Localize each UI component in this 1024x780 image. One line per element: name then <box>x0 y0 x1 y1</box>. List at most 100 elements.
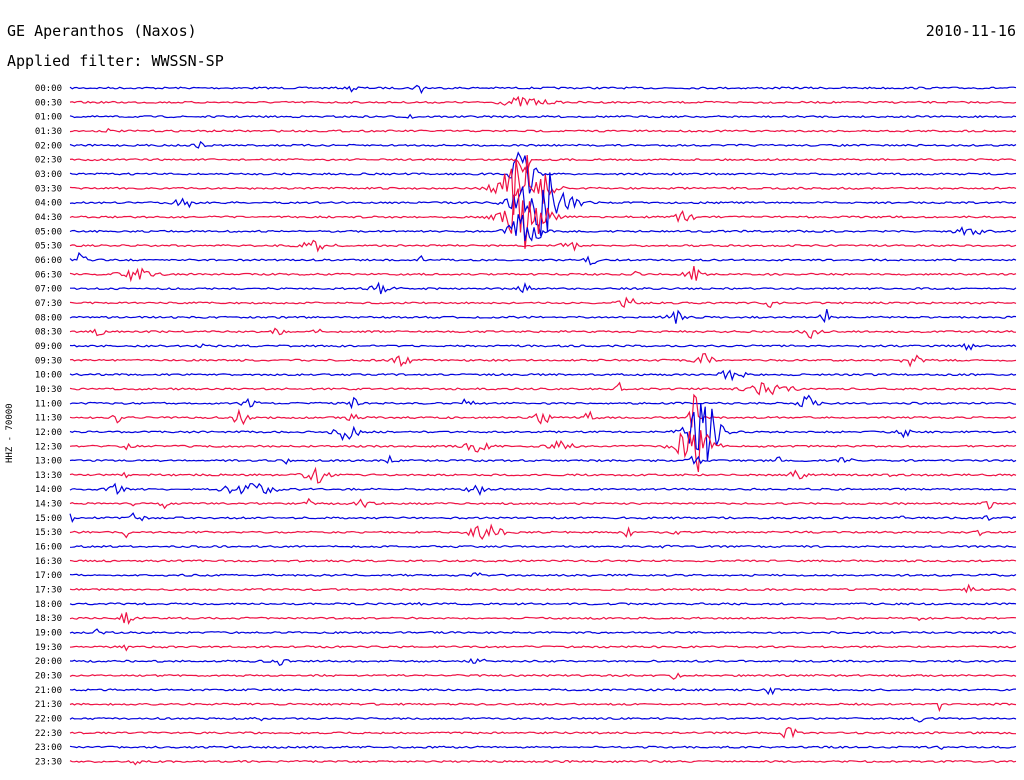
time-label: 00:30 <box>35 98 62 108</box>
time-label: 15:30 <box>35 528 62 538</box>
seismic-trace <box>69 644 1017 652</box>
seismic-trace <box>69 759 1017 766</box>
time-label: 21:30 <box>35 700 62 710</box>
seismic-trace <box>69 188 1017 249</box>
time-label: 22:00 <box>35 715 62 725</box>
time-label: 09:00 <box>35 342 62 352</box>
seismic-trace <box>69 342 1017 351</box>
time-label: 17:00 <box>35 571 62 581</box>
time-label: 06:30 <box>35 270 62 280</box>
time-label: 09:30 <box>35 356 62 366</box>
time-label: 20:00 <box>35 657 62 667</box>
time-label: 20:30 <box>35 672 62 682</box>
seismic-trace <box>69 266 1017 283</box>
seismic-trace <box>69 544 1017 549</box>
time-label: 18:30 <box>35 614 62 624</box>
time-label: 14:30 <box>35 500 62 510</box>
time-label: 06:00 <box>35 256 62 266</box>
seismic-trace <box>69 296 1017 309</box>
seismic-trace <box>69 702 1017 713</box>
seismic-trace <box>69 482 1017 497</box>
seismic-trace <box>69 523 1017 540</box>
time-label: 11:00 <box>35 399 62 409</box>
seismic-trace <box>69 84 1017 95</box>
time-label: 17:30 <box>35 586 62 596</box>
time-label: 04:30 <box>35 213 62 223</box>
time-label: 12:30 <box>35 442 62 452</box>
seismic-trace <box>69 127 1017 133</box>
time-label: 03:30 <box>35 184 62 194</box>
seismic-trace <box>69 583 1017 594</box>
time-label: 08:00 <box>35 313 62 323</box>
seismic-trace <box>69 172 1017 236</box>
time-label: 02:00 <box>35 141 62 151</box>
time-label: 16:00 <box>35 543 62 553</box>
time-label: 10:30 <box>35 385 62 395</box>
time-label: 23:30 <box>35 758 62 768</box>
seismic-trace <box>69 716 1017 723</box>
time-label: 22:30 <box>35 729 62 739</box>
time-label: 03:00 <box>35 170 62 180</box>
time-label: 21:00 <box>35 686 62 696</box>
seismic-trace <box>69 512 1017 523</box>
time-label: 02:30 <box>35 156 62 166</box>
time-label: 10:00 <box>35 371 62 381</box>
time-label: 16:30 <box>35 557 62 567</box>
seismic-trace <box>69 601 1017 606</box>
seismic-trace <box>69 352 1017 368</box>
seismic-trace <box>69 497 1017 510</box>
seismic-trace <box>69 95 1017 107</box>
seismic-trace <box>69 454 1017 465</box>
time-label: 15:00 <box>35 514 62 524</box>
time-label: 04:00 <box>35 199 62 209</box>
seismic-trace <box>69 369 1017 382</box>
time-label: 01:30 <box>35 127 62 137</box>
time-label: 07:00 <box>35 285 62 295</box>
seismic-trace <box>69 628 1016 635</box>
seismic-trace <box>69 151 1017 194</box>
time-label: 19:30 <box>35 643 62 653</box>
seismic-trace <box>69 466 1017 484</box>
seismic-trace <box>69 381 1017 396</box>
seismic-trace <box>69 327 1017 339</box>
seismic-trace <box>69 745 1017 751</box>
seismic-trace <box>69 154 1017 215</box>
seismic-trace <box>69 430 1017 473</box>
station-title: GE Aperanthos (Naxos) <box>7 22 197 40</box>
time-label: 00:00 <box>35 84 62 94</box>
seismic-trace <box>69 308 1017 324</box>
seismic-trace <box>69 686 1016 696</box>
time-label: 18:00 <box>35 600 62 610</box>
time-label: 13:30 <box>35 471 62 481</box>
seismic-trace <box>69 672 1017 680</box>
seismic-trace <box>69 612 1017 626</box>
seismic-trace <box>69 657 1017 667</box>
seismic-trace <box>69 559 1017 563</box>
time-label: 07:30 <box>35 299 62 309</box>
seismic-trace <box>69 113 1017 119</box>
time-label: 05:30 <box>35 242 62 252</box>
time-label: 14:00 <box>35 485 62 495</box>
time-label: 23:00 <box>35 743 62 753</box>
seismic-trace <box>69 239 1017 253</box>
seismic-trace <box>69 251 1017 266</box>
seismic-trace <box>69 393 1017 428</box>
time-label: 08:30 <box>35 328 62 338</box>
seismic-trace <box>69 394 1017 410</box>
filter-label: Applied filter: WWSSN-SP <box>7 52 224 70</box>
time-label: 05:00 <box>35 227 62 237</box>
seismic-trace <box>70 281 1017 295</box>
seismic-trace <box>69 140 1017 149</box>
record-date: 2010-11-16 <box>925 22 1016 40</box>
seismic-trace <box>69 726 1016 739</box>
time-label: 12:00 <box>35 428 62 438</box>
time-label: 11:30 <box>35 414 62 424</box>
time-label: 01:00 <box>35 113 62 123</box>
seismic-trace <box>69 158 1017 175</box>
seismic-trace <box>69 572 1017 578</box>
seismic-trace <box>69 402 1017 462</box>
seismic-trace <box>69 214 1017 242</box>
time-label: 19:00 <box>35 629 62 639</box>
time-label: 13:00 <box>35 457 62 467</box>
